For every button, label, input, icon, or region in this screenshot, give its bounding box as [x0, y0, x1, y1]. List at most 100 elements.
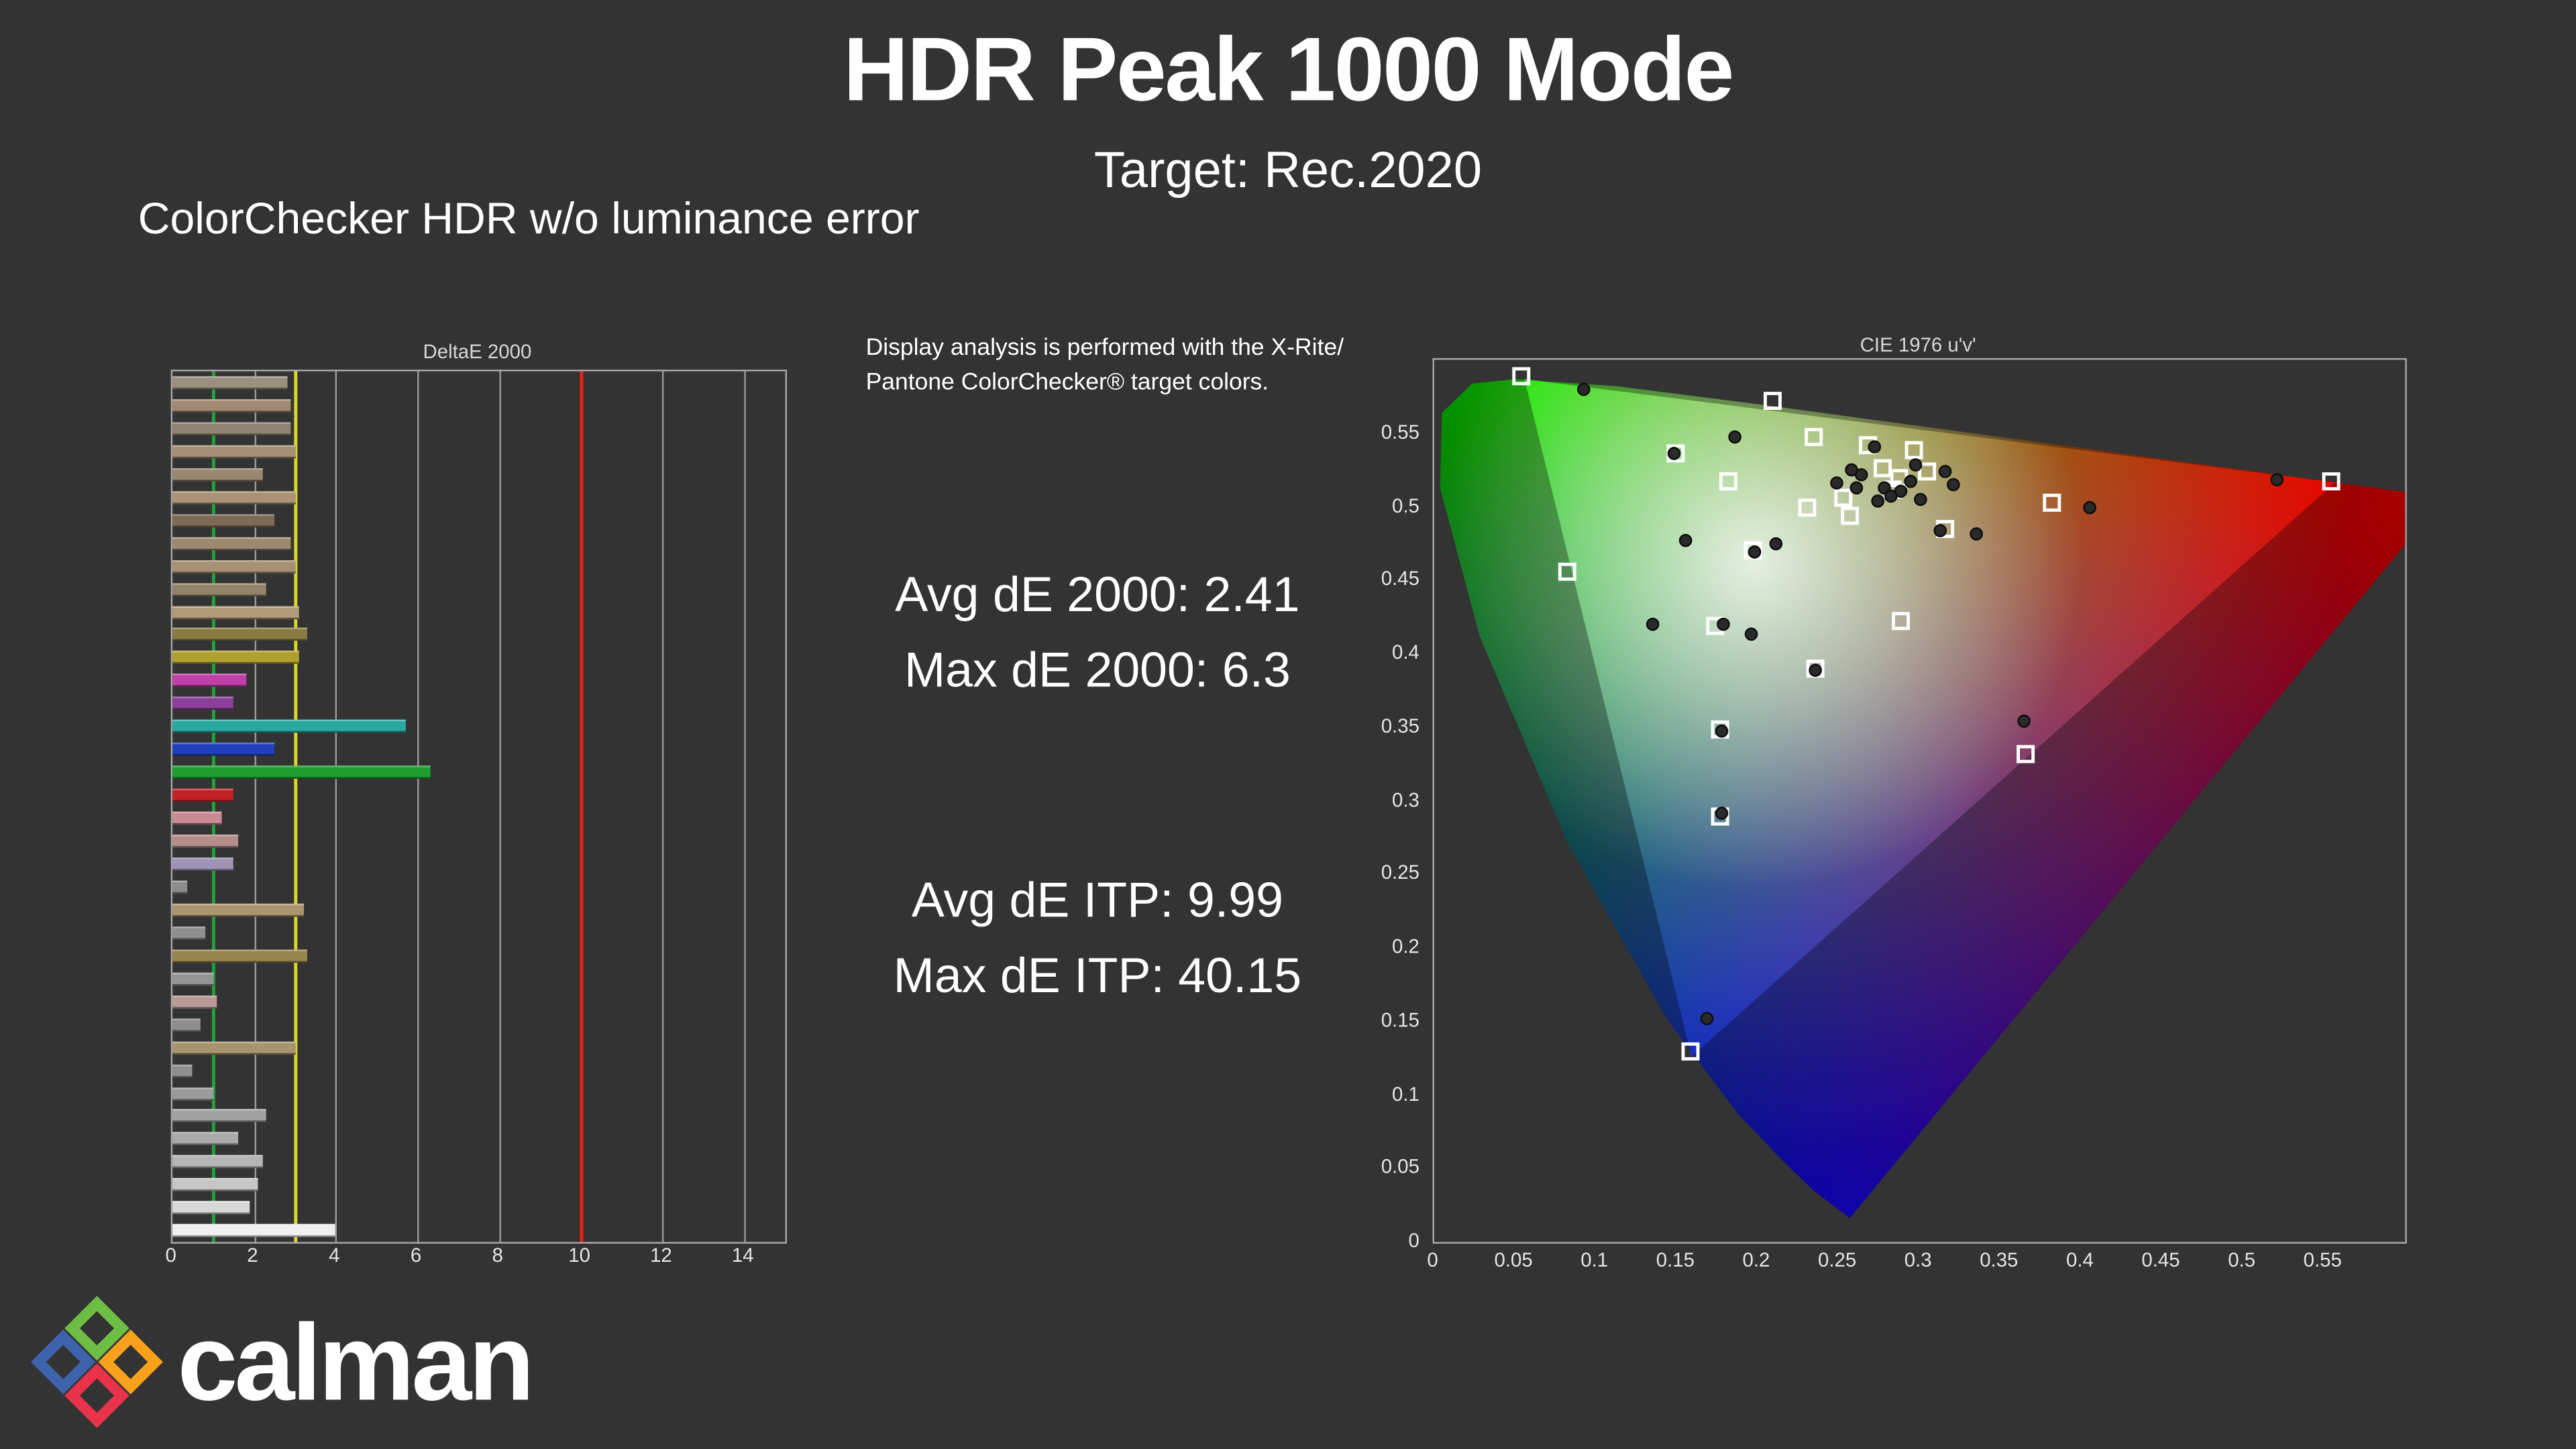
- measurement-point: [1830, 476, 1844, 490]
- deitp-stats: Avg dE ITP: 9.99 Max dE ITP: 40.15: [805, 864, 1390, 1015]
- bar: [172, 743, 275, 757]
- bar-row: [172, 394, 785, 417]
- bar: [172, 765, 430, 780]
- tick-label: 0.05: [1494, 1248, 1533, 1272]
- bar: [172, 949, 308, 963]
- measurement-point: [1868, 439, 1881, 453]
- tick-label: 6: [410, 1243, 422, 1267]
- bar: [172, 972, 214, 985]
- tick-label: 2: [247, 1243, 258, 1267]
- bar-row: [172, 1059, 785, 1082]
- bar: [172, 811, 222, 825]
- bar: [172, 559, 295, 573]
- bar-row: [172, 555, 785, 578]
- bar: [172, 490, 295, 504]
- bar: [172, 1018, 201, 1032]
- bar: [172, 1155, 263, 1169]
- measurement-point: [1871, 494, 1884, 508]
- avg-deitp: Avg dE ITP: 9.99: [911, 873, 1283, 928]
- tick-label: 0.45: [1381, 567, 1419, 590]
- tick-label: 0: [1408, 1228, 1419, 1252]
- green-limit: [211, 371, 215, 1242]
- bar: [172, 398, 291, 413]
- bar: [172, 468, 263, 482]
- reference-target-point: [2321, 472, 2340, 491]
- measurement-point: [1715, 806, 1729, 820]
- bar: [172, 1063, 193, 1077]
- deltae-bars: [172, 371, 785, 1242]
- bar: [172, 445, 295, 458]
- bar-row: [172, 738, 785, 761]
- bar-row: [172, 990, 785, 1013]
- tick-label: 0.45: [2141, 1248, 2180, 1272]
- measurement-point: [1576, 382, 1590, 396]
- measurement-point: [1701, 1012, 1715, 1026]
- reference-target-point: [1904, 440, 1923, 459]
- bar: [172, 513, 275, 527]
- reference-target-point: [1873, 460, 1892, 478]
- deltae-bar-chart: [170, 370, 788, 1244]
- cie-plot: [1432, 358, 2407, 1244]
- tick-label: 0.25: [1381, 861, 1419, 885]
- de2000-stats: Avg dE 2000: 2.41 Max dE 2000: 6.3: [805, 559, 1390, 710]
- bar: [172, 697, 234, 710]
- bar-row: [172, 440, 785, 463]
- bar: [172, 903, 303, 917]
- gridline: [744, 371, 747, 1242]
- bar-row: [172, 807, 785, 830]
- reference-target-point: [1834, 488, 1853, 507]
- bar-row: [172, 922, 785, 945]
- bar: [172, 1087, 214, 1100]
- gridline: [417, 371, 419, 1242]
- measurement-point: [2083, 501, 2096, 515]
- reference-target-point: [1763, 392, 1782, 411]
- cie-chart-title: CIE 1976 u'v': [1860, 333, 1976, 357]
- measurement-point: [1970, 527, 1983, 540]
- bar-row: [172, 371, 785, 394]
- bar: [172, 628, 308, 642]
- measurement-point: [1884, 490, 1897, 503]
- bar-row: [172, 417, 785, 440]
- measurement-point: [1849, 481, 1864, 494]
- reference-target-point: [1797, 498, 1816, 516]
- gridline: [499, 371, 501, 1242]
- deltae-gridlines: [172, 371, 785, 1242]
- bar-row: [172, 1036, 785, 1059]
- measurement-point: [1845, 463, 1859, 477]
- bar-row: [172, 853, 785, 875]
- bar: [172, 995, 218, 1008]
- measurement-point: [1646, 618, 1660, 631]
- tick-label: 14: [731, 1243, 754, 1267]
- bar-row: [172, 945, 785, 967]
- tick-label: 0.55: [2303, 1248, 2342, 1272]
- cie-y-ticks: 0.55 0.5 0.45 0.4 0.35 0.3 0.25 0.2 0.15 0.1 0.05 0: [1301, 358, 1419, 1252]
- bar-row: [172, 784, 785, 807]
- measurement-point: [2017, 714, 2030, 729]
- bar-row: [172, 898, 785, 921]
- calman-logo-text: calman: [177, 1301, 535, 1423]
- bar-row: [172, 967, 785, 990]
- cie-x-ticks: 0 0.05 0.1 0.15 0.2 0.25 0.3 0.35 0.4 0.45 0.5 0.55: [1427, 1248, 2404, 1275]
- bar: [172, 720, 406, 733]
- tick-label: 0.55: [1381, 420, 1419, 443]
- reference-target-point: [2015, 745, 2034, 763]
- tick-label: 0.35: [1381, 714, 1419, 737]
- reference-target-point: [1805, 427, 1824, 445]
- bar-row: [172, 692, 785, 715]
- tick-label: 0.35: [1980, 1248, 2019, 1272]
- bar-row: [172, 486, 785, 508]
- analysis-note: Display analysis is performed with the X…: [866, 332, 1344, 401]
- bar-row: [172, 830, 785, 853]
- bar-row: [172, 761, 785, 784]
- bar-row: [172, 532, 785, 555]
- tick-label: 0.15: [1381, 1008, 1419, 1032]
- calman-logo-icon: [31, 1295, 163, 1428]
- measurement-point: [1717, 618, 1731, 631]
- bar: [172, 582, 267, 596]
- measurement-point: [1939, 465, 1953, 478]
- tick-label: 0.3: [1904, 1248, 1932, 1272]
- tick-label: 0.4: [2065, 1248, 2094, 1272]
- bar-row: [172, 1150, 785, 1173]
- bar-row: [172, 463, 785, 486]
